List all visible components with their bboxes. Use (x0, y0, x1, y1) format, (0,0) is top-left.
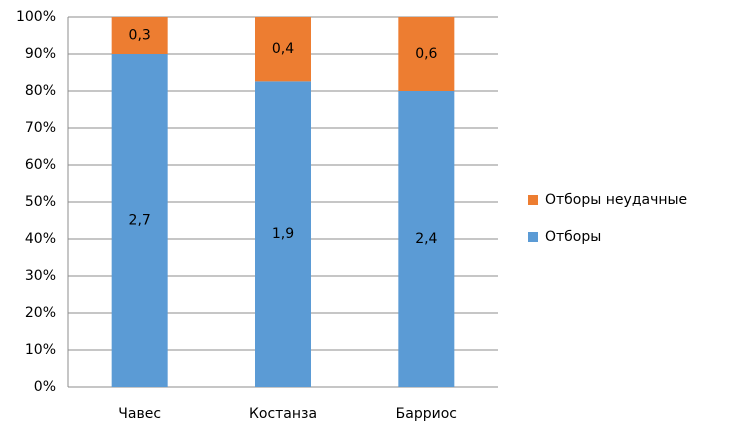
y-tick-label: 40% (25, 231, 56, 247)
y-tick-label: 50% (25, 194, 56, 210)
bar-segment (398, 17, 455, 91)
y-tick-label: 70% (25, 120, 56, 136)
y-tick-label: 90% (25, 46, 56, 62)
legend-swatch (528, 232, 538, 242)
legend-swatch (528, 195, 538, 205)
y-tick-label: 80% (25, 83, 56, 99)
y-tick-label: 0% (34, 379, 56, 395)
x-tick-label: Костанза (249, 406, 317, 422)
data-label: 0,6 (415, 46, 437, 62)
legend-label: Отборы (545, 229, 601, 245)
data-label: 2,4 (415, 231, 437, 247)
data-label: 2,7 (129, 213, 151, 229)
y-tick-label: 100% (16, 9, 56, 25)
data-label: 0,3 (129, 28, 151, 44)
x-tick-label: Барриос (396, 406, 457, 422)
bar-segment (255, 17, 311, 82)
y-tick-label: 10% (25, 342, 56, 358)
y-tick-label: 60% (25, 157, 56, 173)
y-tick-label: 20% (25, 305, 56, 321)
data-label: 0,4 (272, 41, 294, 57)
legend-label: Отборы неудачные (545, 192, 687, 208)
x-tick-label: Чавес (118, 406, 161, 422)
bar-segment (398, 91, 455, 387)
y-tick-label: 30% (25, 268, 56, 284)
data-label: 1,9 (272, 226, 294, 242)
bar-segment (111, 54, 168, 387)
bar-segment (255, 81, 311, 387)
bar-segment (111, 17, 168, 54)
